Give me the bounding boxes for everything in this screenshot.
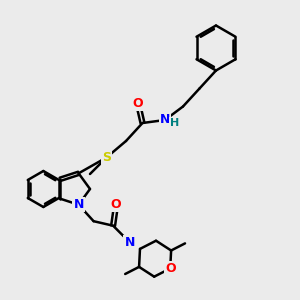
- Text: H: H: [170, 118, 179, 128]
- Text: N: N: [74, 198, 84, 211]
- Text: O: O: [133, 97, 143, 110]
- Text: O: O: [111, 198, 122, 211]
- Text: N: N: [124, 236, 135, 249]
- Text: S: S: [102, 151, 111, 164]
- Text: N: N: [160, 113, 170, 127]
- Text: O: O: [165, 262, 175, 275]
